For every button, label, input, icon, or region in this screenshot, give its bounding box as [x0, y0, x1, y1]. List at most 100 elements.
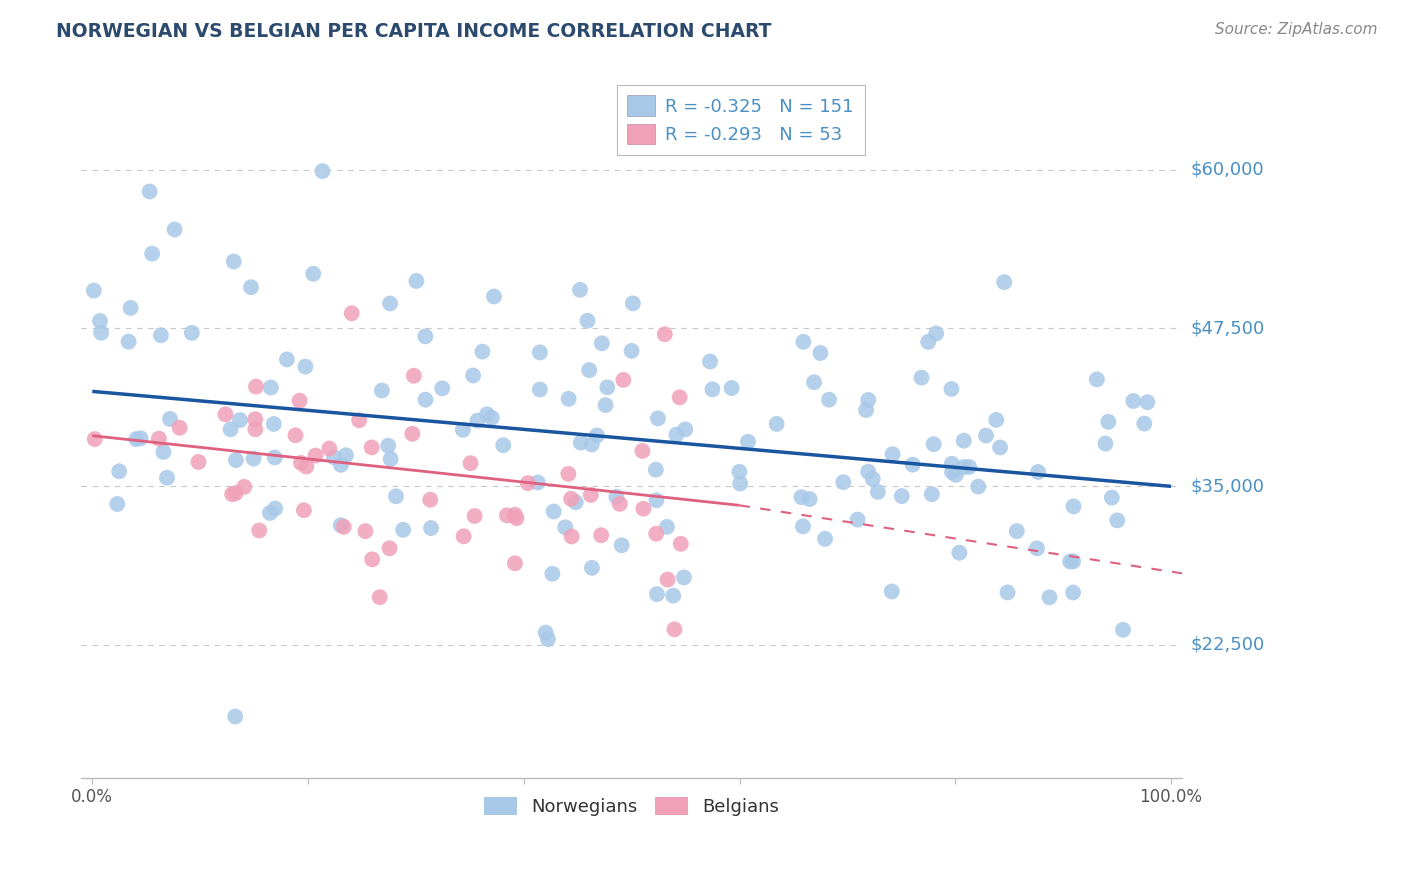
Point [503, 556, 526, 570]
Point [645, 493, 668, 508]
Point [242, 451, 264, 466]
Point [1005, 524, 1028, 538]
Point [952, 434, 974, 448]
Point [392, 523, 415, 537]
Point [221, 487, 243, 501]
Point [475, 407, 498, 421]
Point [295, 459, 318, 474]
Point [557, 392, 579, 406]
Point [347, 413, 370, 427]
Point [808, 346, 831, 360]
Point [925, 326, 948, 341]
Point [368, 590, 391, 604]
Point [554, 520, 576, 534]
Point [578, 363, 600, 377]
Point [948, 546, 970, 560]
Point [229, 413, 252, 427]
Point [464, 508, 486, 523]
Point [633, 501, 655, 516]
Point [957, 459, 980, 474]
Point [159, 412, 181, 426]
Point [862, 472, 884, 486]
Point [329, 458, 352, 472]
Point [214, 407, 236, 421]
Point [371, 384, 394, 398]
Point [329, 518, 352, 533]
Text: Source: ZipAtlas.com: Source: ZipAtlas.com [1215, 22, 1378, 37]
Point [415, 329, 437, 343]
Point [318, 442, 340, 456]
Point [591, 528, 613, 542]
Point [290, 456, 312, 470]
Point [846, 513, 869, 527]
Point [818, 392, 841, 407]
Point [654, 327, 676, 342]
Point [595, 398, 617, 412]
Point [180, 326, 202, 340]
Point [105, 497, 128, 511]
Point [129, 431, 152, 445]
Point [880, 584, 903, 599]
Point [1085, 372, 1108, 386]
Point [527, 475, 550, 490]
Point [1063, 500, 1085, 514]
Point [561, 529, 583, 543]
Point [83, 432, 105, 446]
Point [699, 354, 721, 368]
Point [120, 301, 142, 315]
Point [240, 280, 263, 294]
Point [890, 489, 912, 503]
Point [361, 552, 384, 566]
Text: $60,000: $60,000 [1191, 161, 1264, 178]
Text: $35,000: $35,000 [1191, 477, 1264, 495]
Point [941, 457, 963, 471]
Point [564, 495, 586, 509]
Point [311, 164, 333, 178]
Point [263, 417, 285, 431]
Point [655, 520, 678, 534]
Point [917, 334, 939, 349]
Point [451, 423, 474, 437]
Point [610, 538, 633, 552]
Point [402, 368, 425, 383]
Point [647, 411, 669, 425]
Point [245, 379, 267, 393]
Text: NORWEGIAN VS BELGIAN PER CAPITA INCOME CORRELATION CHART: NORWEGIAN VS BELGIAN PER CAPITA INCOME C… [56, 22, 772, 41]
Point [432, 381, 454, 395]
Point [225, 486, 247, 500]
Point [304, 449, 326, 463]
Point [543, 504, 565, 518]
Point [1107, 513, 1129, 527]
Point [612, 373, 634, 387]
Point [471, 344, 494, 359]
Point [1133, 417, 1156, 431]
Point [335, 448, 357, 462]
Point [1094, 436, 1116, 450]
Point [621, 296, 644, 310]
Point [516, 476, 538, 491]
Text: $47,500: $47,500 [1191, 319, 1264, 337]
Point [728, 476, 751, 491]
Point [503, 508, 526, 522]
Point [669, 537, 692, 551]
Point [560, 491, 582, 506]
Point [292, 503, 315, 517]
Point [941, 465, 963, 479]
Point [332, 520, 354, 534]
Point [245, 422, 267, 436]
Point [1136, 395, 1159, 409]
Point [492, 438, 515, 452]
Point [792, 519, 814, 533]
Point [974, 428, 997, 442]
Point [945, 467, 967, 482]
Point [882, 447, 904, 461]
Point [529, 383, 551, 397]
Legend: Norwegians, Belgians: Norwegians, Belgians [475, 788, 789, 825]
Point [997, 585, 1019, 599]
Point [385, 489, 408, 503]
Point [799, 491, 821, 506]
Point [482, 289, 505, 303]
Point [163, 222, 186, 236]
Point [302, 267, 325, 281]
Point [922, 437, 945, 451]
